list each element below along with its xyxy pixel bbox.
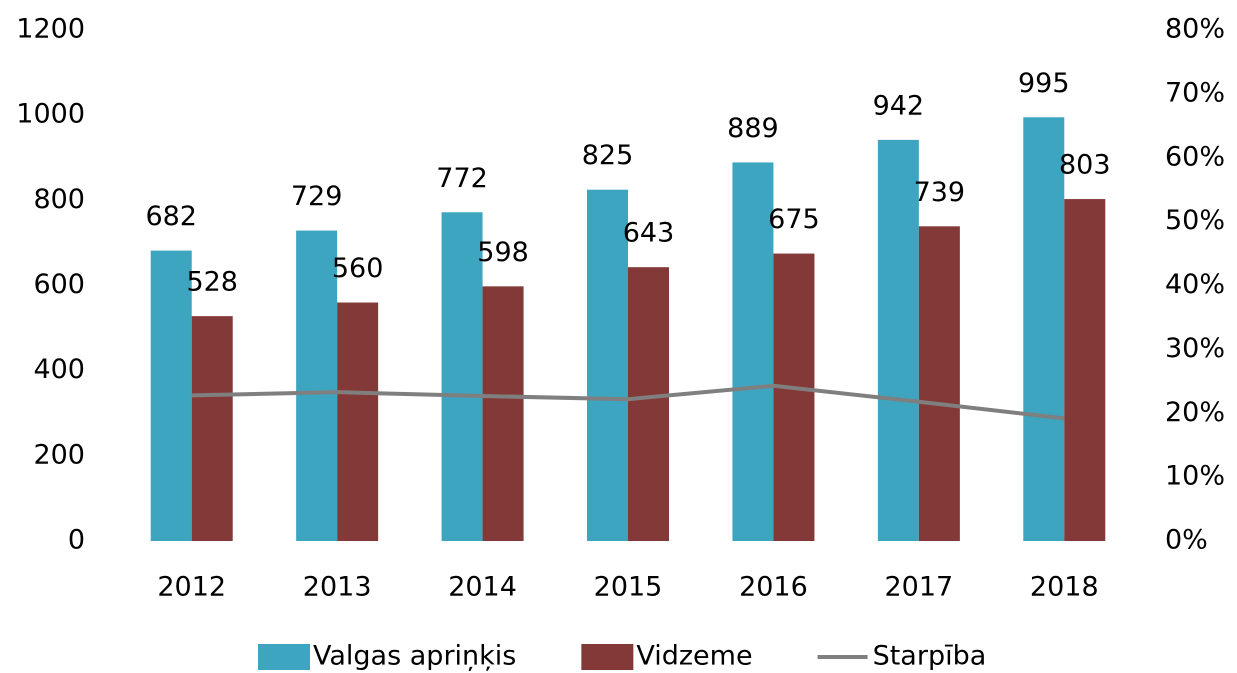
- x-tick-label: 2014: [448, 572, 517, 603]
- x-tick-label: 2017: [884, 572, 953, 603]
- bar: [1064, 199, 1106, 541]
- y2-tick-label: 0%: [1165, 525, 1208, 556]
- y2-tick-label: 50%: [1165, 205, 1225, 236]
- bar-value-label: 803: [1059, 150, 1111, 181]
- bar: [296, 230, 338, 541]
- y2-tick-label: 40%: [1165, 269, 1225, 300]
- bar: [587, 189, 628, 541]
- bar: [150, 250, 192, 541]
- bar-value-label: 825: [582, 140, 634, 171]
- bar: [918, 226, 960, 541]
- y-tick-label: 800: [33, 184, 85, 215]
- x-tick-label: 2012: [157, 572, 226, 603]
- x-tick-label: 2013: [303, 572, 372, 603]
- y-tick-label: 1000: [16, 99, 85, 130]
- y2-tick-label: 20%: [1165, 397, 1225, 428]
- y2-tick-label: 70%: [1165, 77, 1225, 108]
- bar-value-label: 729: [291, 181, 343, 212]
- bar-value-label: 675: [768, 204, 820, 235]
- y2-tick-label: 60%: [1165, 141, 1225, 172]
- bar: [628, 267, 669, 541]
- bar-value-label: 560: [332, 253, 384, 284]
- legend-label: Vidzeme: [636, 641, 752, 672]
- legend-swatch: [258, 644, 310, 670]
- bar: [1023, 117, 1065, 541]
- bar-value-label: 528: [186, 267, 238, 298]
- y2-tick-label: 30%: [1165, 333, 1225, 364]
- bar: [441, 212, 483, 542]
- bar: [877, 139, 919, 542]
- bar-value-label: 942: [873, 90, 925, 121]
- bar-value-label: 598: [477, 237, 529, 268]
- bar-value-label: 772: [436, 163, 488, 194]
- x-tick-label: 2015: [594, 572, 663, 603]
- y2-tick-label: 10%: [1165, 461, 1225, 492]
- bar-value-label: 739: [914, 177, 966, 208]
- bar-value-label: 889: [727, 113, 779, 144]
- legend-label: Starpība: [873, 641, 987, 672]
- bar: [773, 253, 815, 541]
- line-series: [191, 383, 1065, 421]
- bar-value-label: 995: [1018, 68, 1070, 99]
- x-tick-label: 2018: [1030, 572, 1099, 603]
- bar: [337, 302, 379, 541]
- bar-value-label: 643: [623, 218, 675, 249]
- y-tick-label: 600: [33, 269, 85, 300]
- y-tick-label: 200: [33, 439, 85, 470]
- bar-value-label: 682: [145, 201, 197, 232]
- legend-label: Valgas apriņķis: [313, 641, 516, 672]
- y-tick-label: 1200: [16, 14, 85, 45]
- legend-swatch: [581, 644, 634, 670]
- y-tick-label: 400: [33, 354, 85, 385]
- bar: [732, 162, 774, 541]
- y2-tick-label: 80%: [1165, 14, 1225, 45]
- bar: [482, 286, 524, 541]
- bar: [191, 316, 233, 541]
- x-tick-label: 2016: [739, 572, 808, 603]
- y-tick-label: 0: [68, 525, 85, 556]
